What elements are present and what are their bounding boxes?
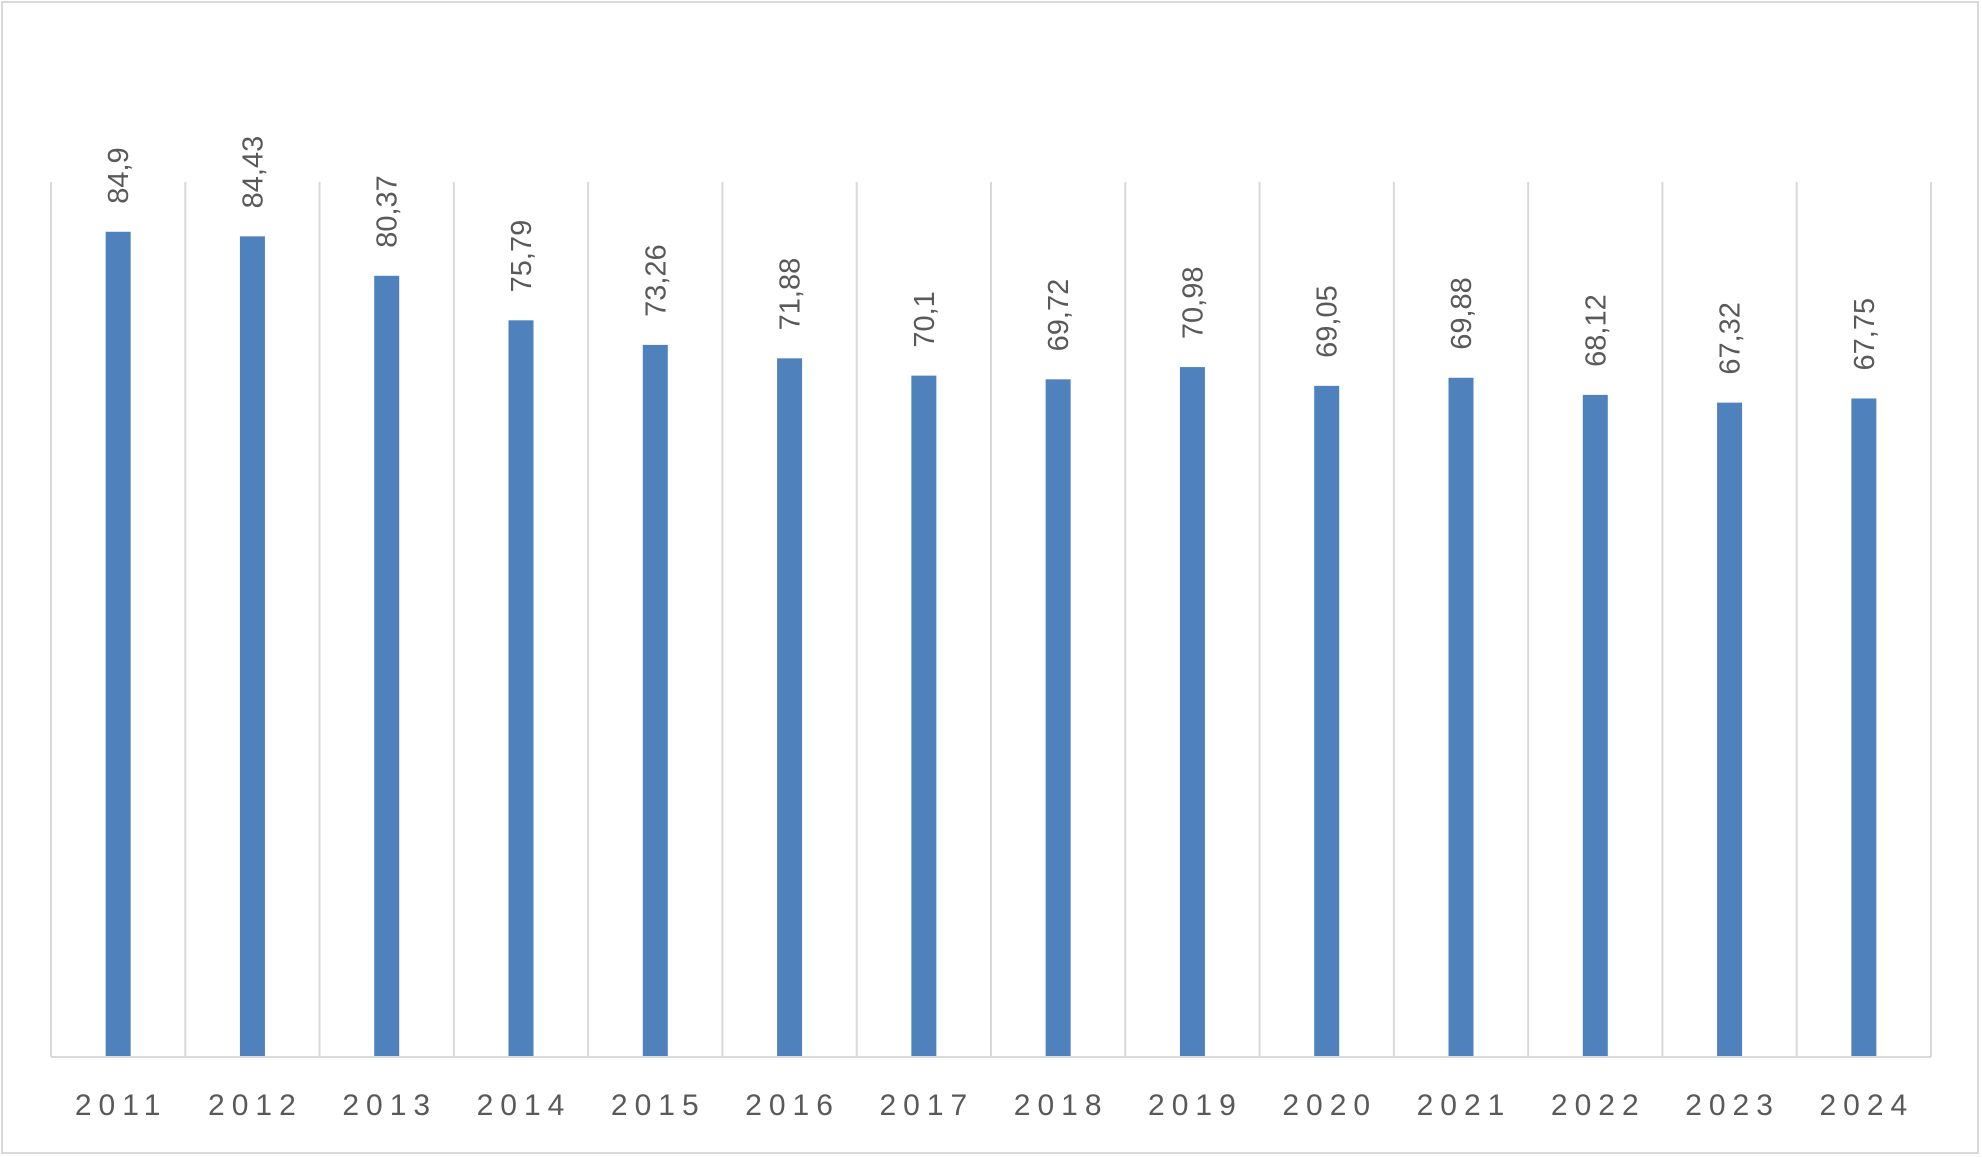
data-label-2019: 70,98 xyxy=(1177,266,1209,339)
bar-2021 xyxy=(1448,377,1474,1058)
data-labels: 84,9 84,43 80,37 75,79 73,26 71,88 70,1 69,72 70… xyxy=(103,136,1881,375)
bar-2023 xyxy=(1717,402,1743,1057)
bar-2015 xyxy=(642,344,668,1057)
tick-label-2023: 2023 xyxy=(1685,1089,1780,1122)
bars xyxy=(105,231,1877,1058)
tick-label-2024: 2024 xyxy=(1819,1089,1914,1122)
tick-label-2012: 2012 xyxy=(208,1089,303,1122)
data-label-2016: 71,88 xyxy=(775,258,807,331)
tick-label-2018: 2018 xyxy=(1014,1089,1109,1122)
bar-2017 xyxy=(911,375,937,1057)
data-label-2024: 67,75 xyxy=(1849,298,1881,371)
tick-label-2017: 2017 xyxy=(879,1089,974,1122)
data-label-2013: 80,37 xyxy=(372,175,404,248)
bar-2022 xyxy=(1582,394,1608,1057)
bar-2016 xyxy=(777,358,803,1057)
bar-2020 xyxy=(1314,385,1340,1058)
tick-label-2021: 2021 xyxy=(1417,1089,1512,1122)
tick-label-2011: 2011 xyxy=(75,1089,168,1122)
data-label-2015: 73,26 xyxy=(640,244,672,317)
data-label-2012: 84,43 xyxy=(237,136,269,209)
data-label-2018: 69,72 xyxy=(1043,279,1075,352)
bar-2014 xyxy=(508,320,534,1058)
bar-2013 xyxy=(374,275,400,1057)
tick-label-2022: 2022 xyxy=(1551,1089,1646,1122)
data-label-2017: 70,1 xyxy=(909,291,941,347)
bar-2018 xyxy=(1045,379,1071,1057)
data-label-2011: 84,9 xyxy=(103,147,135,203)
tick-label-2015: 2015 xyxy=(611,1089,706,1122)
data-label-2022: 68,12 xyxy=(1580,294,1612,367)
data-label-2020: 69,05 xyxy=(1312,285,1344,358)
tick-label-2020: 2020 xyxy=(1282,1089,1377,1122)
tick-label-2016: 2016 xyxy=(745,1089,840,1122)
data-label-2021: 69,88 xyxy=(1446,277,1478,350)
bar-2011 xyxy=(105,231,131,1058)
tick-label-2019: 2019 xyxy=(1148,1089,1243,1122)
bar-2024 xyxy=(1851,398,1877,1058)
data-label-2014: 75,79 xyxy=(506,220,538,293)
grid-lines xyxy=(50,182,1932,1057)
x-axis-tick-labels: 2011 2012 2013 2014 2015 2016 2017 2018 2019 2020… xyxy=(75,1089,1914,1122)
bar-2012 xyxy=(239,236,265,1057)
tick-label-2014: 2014 xyxy=(477,1089,572,1122)
bar-2019 xyxy=(1179,367,1205,1057)
tick-label-2013: 2013 xyxy=(342,1089,437,1122)
data-label-2023: 67,32 xyxy=(1715,302,1747,375)
